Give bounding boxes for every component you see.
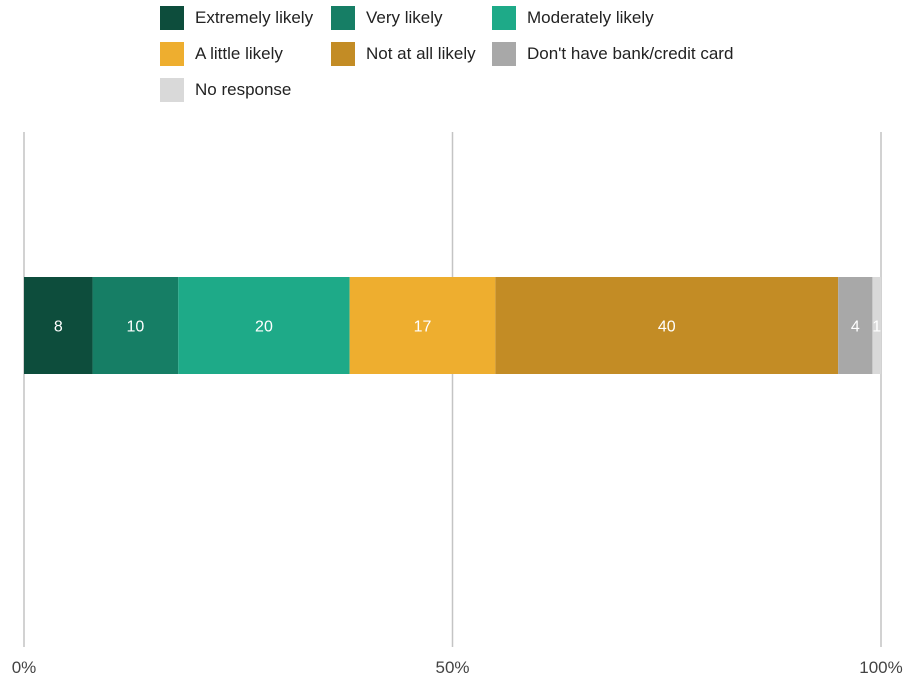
legend-label: Extremely likely <box>195 8 314 27</box>
legend-swatch <box>331 6 355 30</box>
bar-segment <box>24 277 93 374</box>
data-label: 17 <box>414 319 432 336</box>
data-label: 8 <box>54 319 63 336</box>
x-tick-label: 50% <box>435 658 469 677</box>
legend-item-dont-have-card: Don't have bank/credit card <box>492 42 733 66</box>
bar-segments <box>24 277 881 374</box>
bar-labels: 8 10 20 17 40 4 1 <box>54 319 881 336</box>
legend-label: A little likely <box>195 44 283 63</box>
bar-segment <box>349 277 496 374</box>
legend-label: Don't have bank/credit card <box>527 44 734 63</box>
legend-item-moderately-likely: Moderately likely <box>492 6 654 30</box>
bar-segment <box>178 277 350 374</box>
bar-segment <box>92 277 179 374</box>
bar-segment <box>872 277 881 374</box>
bar-segment <box>838 277 873 374</box>
legend-item-extremely-likely: Extremely likely <box>160 6 313 30</box>
bar-segment <box>495 277 839 374</box>
legend-swatch <box>331 42 355 66</box>
legend-swatch <box>492 42 516 66</box>
legend-swatch <box>160 42 184 66</box>
data-label: 4 <box>851 319 860 336</box>
legend-swatch <box>492 6 516 30</box>
data-label: 1 <box>872 319 881 336</box>
x-tick-label: 0% <box>12 658 37 677</box>
legend-label: Very likely <box>366 8 443 27</box>
data-label: 40 <box>658 319 676 336</box>
legend-label: Moderately likely <box>527 8 654 27</box>
legend-item-a-little-likely: A little likely <box>160 42 283 66</box>
legend-item-not-at-all-likely: Not at all likely <box>331 42 476 66</box>
data-label: 20 <box>255 319 273 336</box>
legend-swatch <box>160 6 184 30</box>
legend-label: No response <box>195 80 292 99</box>
gridlines <box>23 132 882 647</box>
x-axis-ticks: 0% 50% 100% <box>12 658 903 677</box>
legend-item-no-response: No response <box>160 78 291 102</box>
legend-label: Not at all likely <box>366 44 476 63</box>
legend-item-very-likely: Very likely <box>331 6 443 30</box>
data-label: 10 <box>127 319 145 336</box>
legend-swatch <box>160 78 184 102</box>
x-tick-label: 100% <box>859 658 902 677</box>
